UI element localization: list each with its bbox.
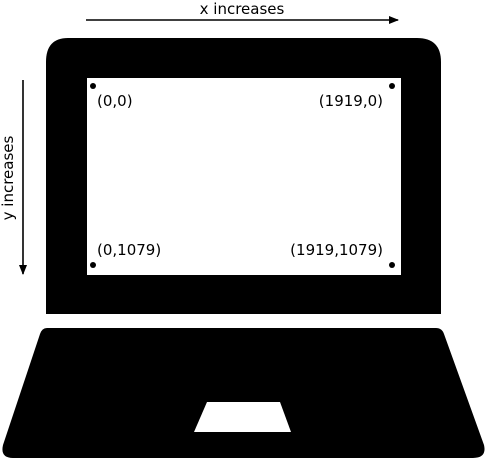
y-axis-label: y increases xyxy=(0,135,17,220)
x-axis-label: x increases xyxy=(200,0,285,18)
laptop-base xyxy=(2,328,485,458)
corner-label-top-left: (0,0) xyxy=(97,92,133,110)
corner-dot-bottom-right xyxy=(389,262,395,268)
laptop-screen xyxy=(87,78,401,275)
touchpad xyxy=(194,402,291,432)
corner-dot-top-left xyxy=(90,83,96,89)
corner-dot-bottom-left xyxy=(90,262,96,268)
corner-label-bottom-left: (0,1079) xyxy=(97,241,161,259)
corner-label-bottom-right: (1919,1079) xyxy=(290,241,383,259)
corner-label-top-right: (1919,0) xyxy=(319,92,383,110)
corner-dot-top-right xyxy=(389,83,395,89)
